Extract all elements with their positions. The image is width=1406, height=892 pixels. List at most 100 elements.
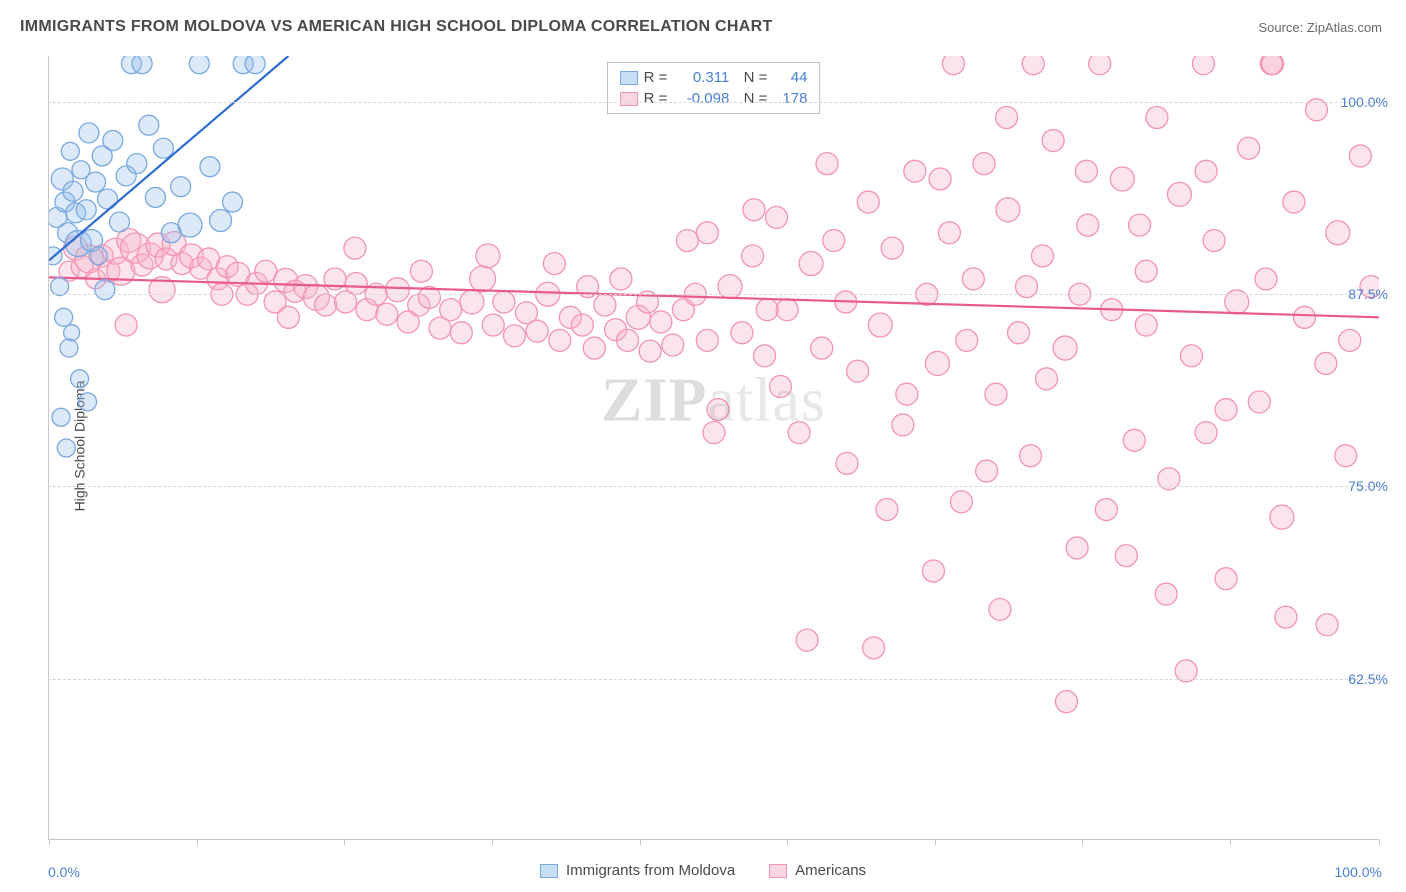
scatter-point [526, 320, 548, 342]
scatter-point [1129, 214, 1151, 236]
scatter-point [95, 280, 115, 300]
scatter-point [816, 153, 838, 175]
scatter-point [440, 299, 462, 321]
scatter-point [1075, 160, 1097, 182]
scatter-point [52, 408, 70, 426]
scatter-point [103, 131, 123, 151]
scatter-point [962, 268, 984, 290]
legend-label-1: Immigrants from Moldova [566, 862, 735, 879]
scatter-point [98, 189, 118, 209]
scatter-point [743, 199, 765, 221]
scatter-point [985, 383, 1007, 405]
scatter-point [836, 452, 858, 474]
scatter-point [1349, 145, 1371, 167]
scatter-point [55, 308, 73, 326]
scatter-point [1146, 106, 1168, 128]
gridline-h [48, 679, 1378, 680]
y-tick-label: 75.0% [1348, 478, 1388, 494]
legend-item-2: Americans [769, 862, 866, 879]
scatter-point [1195, 160, 1217, 182]
scatter-point [376, 303, 398, 325]
scatter-point [277, 306, 299, 328]
scatter-point [650, 311, 672, 333]
scatter-point [385, 278, 409, 302]
n-value-1: 44 [773, 67, 807, 88]
scatter-point [1095, 498, 1117, 520]
scatter-point [881, 237, 903, 259]
y-tick-label: 87.5% [1348, 286, 1388, 302]
scatter-point [703, 422, 725, 444]
scatter-point [892, 414, 914, 436]
scatter-point [61, 142, 79, 160]
scatter-point [811, 337, 833, 359]
scatter-point [925, 351, 949, 375]
scatter-point [178, 213, 202, 237]
scatter-point [79, 123, 99, 143]
scatter-point [742, 245, 764, 267]
r-value-2: -0.098 [673, 88, 729, 109]
x-tick [197, 839, 198, 845]
scatter-point [766, 206, 788, 228]
scatter-point [996, 198, 1020, 222]
x-tick [344, 839, 345, 845]
scatter-point [64, 325, 80, 341]
scatter-point [938, 222, 960, 244]
scatter-point [1155, 583, 1177, 605]
x-tick [1379, 839, 1380, 845]
scatter-point [676, 229, 698, 251]
scatter-point [1089, 56, 1111, 75]
scatter-point [788, 422, 810, 444]
stats-row-series-2: R = -0.098 N = 178 [620, 88, 808, 109]
scatter-point [549, 329, 571, 351]
scatter-point [1215, 399, 1237, 421]
x-axis-min-label: 0.0% [48, 864, 80, 880]
scatter-point [1036, 368, 1058, 390]
scatter-point [929, 168, 951, 190]
scatter-point [86, 172, 106, 192]
scatter-point [482, 314, 504, 336]
scatter-point [857, 191, 879, 213]
scatter-point [1110, 167, 1134, 191]
scatter-point [662, 334, 684, 356]
scatter-point [1123, 429, 1145, 451]
scatter-point [1066, 537, 1088, 559]
scatter-point [796, 629, 818, 651]
scatter-point [1022, 56, 1044, 75]
scatter-point [57, 439, 75, 457]
scatter-point [1168, 182, 1192, 206]
x-tick [787, 839, 788, 845]
x-axis-max-label: 100.0% [1335, 864, 1382, 880]
scatter-point [1180, 345, 1202, 367]
scatter-point [63, 181, 83, 201]
scatter-point [896, 383, 918, 405]
scatter-point [1115, 545, 1137, 567]
scatter-point [847, 360, 869, 382]
legend-swatch-1 [540, 864, 558, 878]
scatter-point [1262, 56, 1284, 75]
scatter-point [410, 260, 432, 282]
scatter-point [863, 637, 885, 659]
x-tick [640, 839, 641, 845]
source-attribution: Source: ZipAtlas.com [1258, 20, 1382, 35]
x-tick [935, 839, 936, 845]
scatter-point [1203, 229, 1225, 251]
scatter-point [127, 154, 147, 174]
stats-row-series-1: R = 0.311 N = 44 [620, 67, 808, 88]
scatter-point [109, 212, 129, 232]
gridline-h [48, 486, 1378, 487]
scatter-point [1315, 352, 1337, 374]
scatter-point [1316, 614, 1338, 636]
scatter-point [470, 266, 496, 292]
scatter-point [1283, 191, 1305, 213]
scatter-point [315, 294, 337, 316]
scatter-point [989, 598, 1011, 620]
scatter-point [904, 160, 926, 182]
scatter-point [1255, 268, 1277, 290]
scatter-point [476, 244, 500, 268]
scatter-point [76, 200, 96, 220]
x-tick [1230, 839, 1231, 845]
scatter-point [60, 339, 78, 357]
scatter-point [245, 56, 265, 74]
scatter-point [344, 237, 366, 259]
swatch-series-1 [620, 71, 638, 85]
